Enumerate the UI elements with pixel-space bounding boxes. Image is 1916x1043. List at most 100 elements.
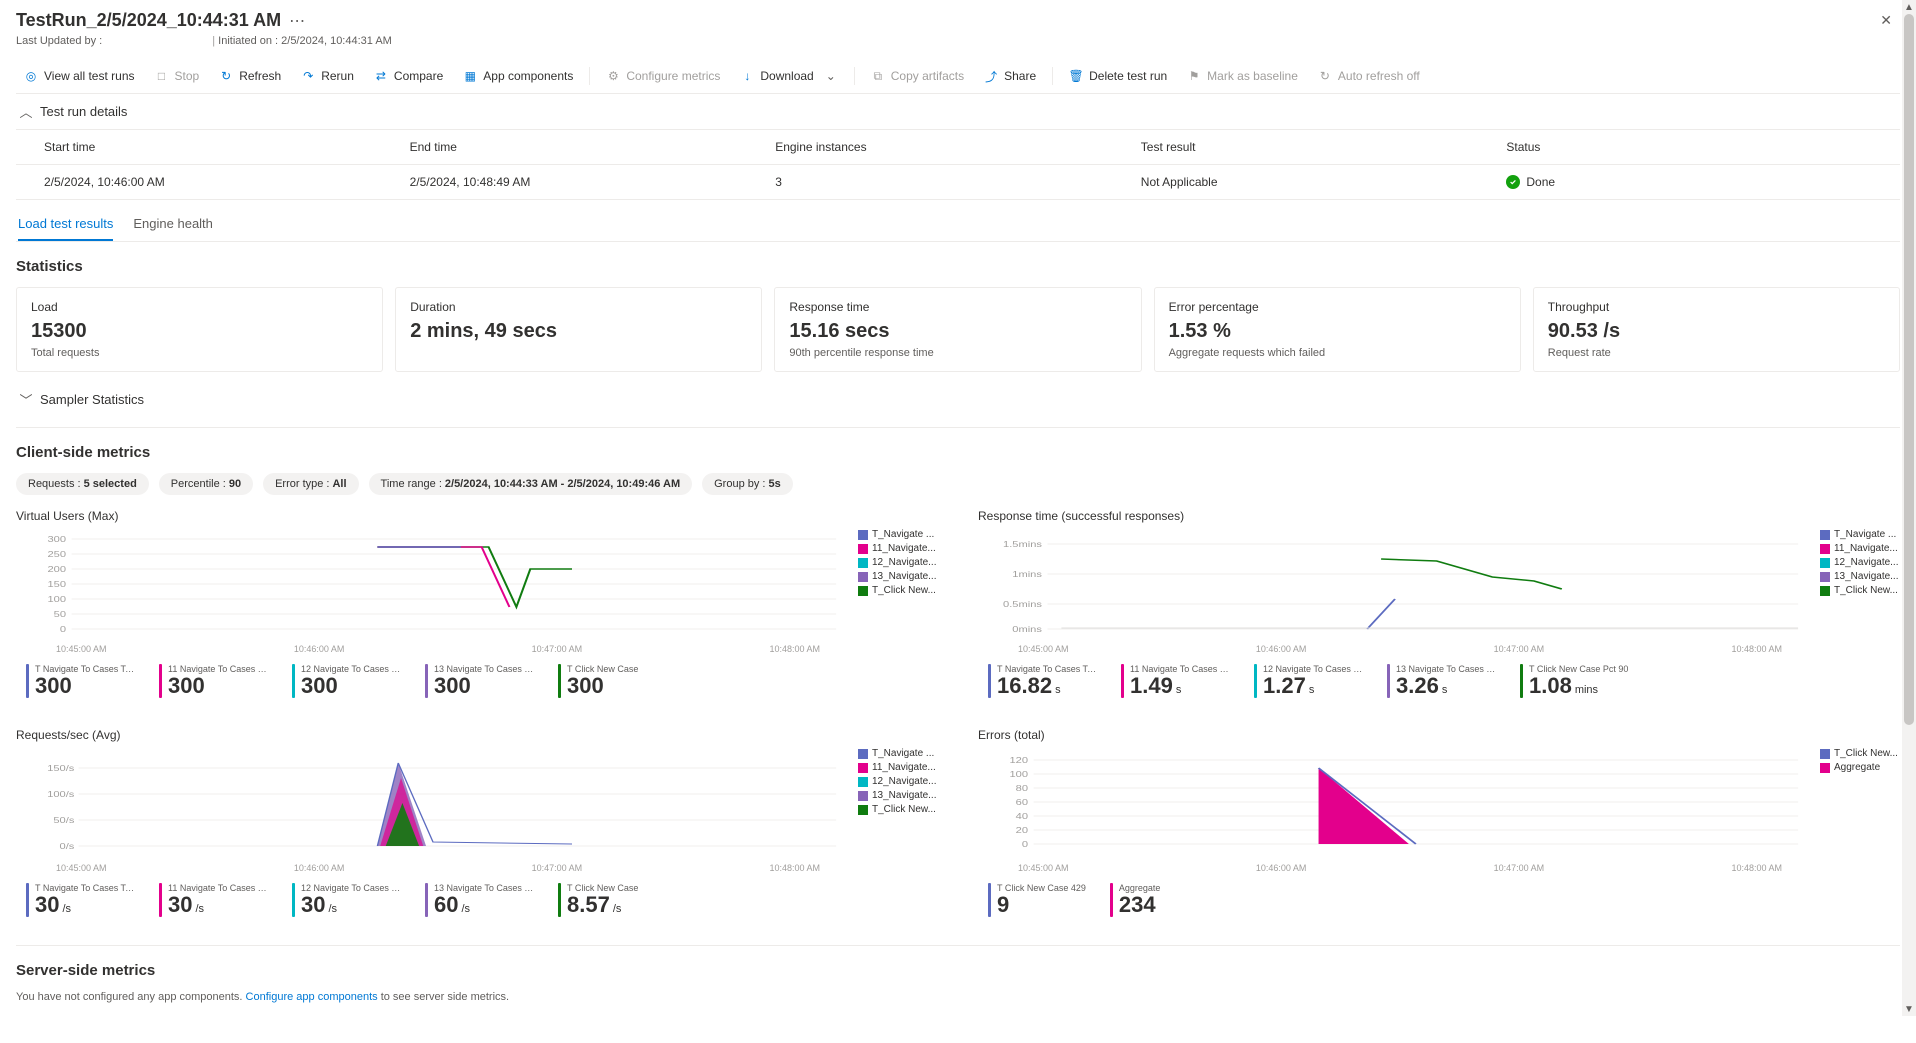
more-icon[interactable]: ⋯ — [289, 11, 305, 31]
svg-text:0.5mins: 0.5mins — [1003, 600, 1042, 609]
svg-text:50/s: 50/s — [53, 817, 74, 826]
summary-tile: 12 Navigate To Cases Tabl... 30/s — [292, 883, 401, 917]
chart-title: Virtual Users (Max) — [16, 509, 938, 523]
cell-start: 2/5/2024, 10:46:00 AM — [44, 175, 410, 189]
scrollbar[interactable]: ▲ ▼ — [1902, 0, 1916, 1016]
stop-icon: □ — [155, 69, 169, 83]
cell-end: 2/5/2024, 10:48:49 AM — [410, 175, 776, 189]
download-button[interactable]: ↓Download⌄ — [732, 65, 845, 87]
test-run-details-toggle[interactable]: ︿ Test run details — [16, 94, 1900, 130]
chevron-down-icon: ﹀ — [20, 394, 32, 406]
col-status: Status — [1506, 140, 1872, 154]
stop-button: □Stop — [147, 65, 208, 87]
chart-canvas: 1.5mins1mins 0.5mins0mins — [978, 529, 1812, 639]
summary-tile: 13 Navigate To Cases Tabl... 300 — [425, 664, 534, 698]
svg-text:150: 150 — [48, 580, 67, 589]
legend-item: 12_Navigate... — [858, 557, 938, 568]
summary-tile: 11 Navigate To Cases Tabl... 1.49s — [1121, 664, 1230, 698]
stat-label: Error percentage — [1169, 300, 1506, 314]
delete-button[interactable]: 🗑Delete test run — [1061, 65, 1175, 87]
stat-label: Throughput — [1548, 300, 1885, 314]
legend-item: Aggregate — [1820, 762, 1900, 773]
server-note: You have not configured any app componen… — [16, 991, 1900, 1003]
stat-sub: 90th percentile response time — [789, 347, 1126, 359]
toolbar: ◎View all test runs □Stop ↻Refresh ↷Reru… — [16, 59, 1900, 94]
legend-item: 12_Navigate... — [1820, 557, 1900, 568]
compare-button[interactable]: ⇄Compare — [366, 65, 451, 87]
configure-app-link[interactable]: Configure app components — [246, 991, 378, 1003]
legend-item: T_Navigate ... — [858, 748, 938, 759]
chart-title: Response time (successful responses) — [978, 509, 1900, 523]
svg-text:250: 250 — [48, 550, 67, 559]
scroll-up-icon[interactable]: ▲ — [1902, 0, 1916, 14]
summary-tile: T Navigate To Cases Table... 16.82s — [988, 664, 1097, 698]
sampler-toggle[interactable]: ﹀ Sampler Statistics — [16, 380, 1900, 419]
pill-time-range[interactable]: Time range : 2/5/2024, 10:44:33 AM - 2/5… — [369, 473, 693, 495]
tab-engine-health[interactable]: Engine health — [133, 208, 213, 241]
details-table: Start time End time Engine instances Tes… — [16, 130, 1900, 200]
svg-text:1.5mins: 1.5mins — [1003, 540, 1042, 549]
cell-result: Not Applicable — [1141, 175, 1507, 189]
stat-label: Duration — [410, 300, 747, 314]
legend-item: 13_Navigate... — [1820, 571, 1900, 582]
rerun-button[interactable]: ↷Rerun — [293, 65, 362, 87]
legend-item: 11_Navigate... — [858, 762, 938, 773]
summary-tile: T Click New Case Pct 90 1.08mins — [1520, 664, 1628, 698]
tab-load-results[interactable]: Load test results — [18, 208, 113, 241]
chevron-up-icon: ︿ — [20, 106, 32, 118]
chevron-down-icon: ⌄ — [824, 69, 838, 83]
share-button[interactable]: ⤴Share — [976, 65, 1044, 87]
scroll-down-icon[interactable]: ▼ — [1902, 1002, 1916, 1016]
configure-metrics-button: ⚙Configure metrics — [598, 65, 728, 87]
app-components-button[interactable]: ▦App components — [455, 65, 581, 87]
last-updated-label: Last Updated by : — [16, 35, 102, 47]
svg-text:0: 0 — [1022, 841, 1028, 850]
pill-error-type[interactable]: Error type : All — [263, 473, 358, 495]
refresh-icon: ↻ — [219, 69, 233, 83]
client-metrics-heading: Client-side metrics — [16, 444, 1900, 461]
section-label: Test run details — [40, 104, 127, 119]
summary-tile: 12 Navigate To Cases Tabl... 300 — [292, 664, 401, 698]
stat-card: Error percentage 1.53 % Aggregate reques… — [1154, 287, 1521, 372]
auto-refresh-button: ↻Auto refresh off — [1310, 65, 1428, 87]
chart-canvas: 300250200 150100500 — [16, 529, 850, 639]
chart-virtual-users: Virtual Users (Max) 300250200 150100500 — [16, 509, 938, 698]
col-result: Test result — [1141, 140, 1507, 154]
svg-text:120: 120 — [1010, 757, 1029, 766]
initiated-label: Initiated on : 2/5/2024, 10:44:31 AM — [218, 35, 392, 47]
summary-tile: T Navigate To Cases Table 300 — [26, 664, 135, 698]
svg-text:100/s: 100/s — [47, 791, 74, 800]
svg-text:150/s: 150/s — [47, 765, 74, 774]
close-icon[interactable]: ✕ — [1872, 8, 1900, 33]
chart-canvas: 12010080 6040200 — [978, 748, 1812, 858]
legend-item: T_Click New... — [1820, 585, 1900, 596]
rerun-icon: ↷ — [301, 69, 315, 83]
chart-response-time: Response time (successful responses) 1.5… — [978, 509, 1900, 698]
share-icon: ⤴ — [984, 69, 998, 83]
pill-group-by[interactable]: Group by : 5s — [702, 473, 793, 495]
clock-icon: ↻ — [1318, 69, 1332, 83]
summary-tile: 11 Navigate To Cases Tabl... 300 — [159, 664, 268, 698]
pill-percentile[interactable]: Percentile : 90 — [159, 473, 253, 495]
summary-tile: 12 Navigate To Cases Tabl... 1.27s — [1254, 664, 1363, 698]
refresh-button[interactable]: ↻Refresh — [211, 65, 289, 87]
stat-sub: Request rate — [1548, 347, 1885, 359]
pill-requests[interactable]: Requests : 5 selected — [16, 473, 149, 495]
stat-card: Load 15300 Total requests — [16, 287, 383, 372]
col-end: End time — [410, 140, 776, 154]
stat-sub: Aggregate requests which failed — [1169, 347, 1506, 359]
svg-text:40: 40 — [1016, 813, 1028, 822]
chart-title: Errors (total) — [978, 728, 1900, 742]
stat-value: 2 mins, 49 secs — [410, 320, 747, 343]
legend-item: 11_Navigate... — [1820, 543, 1900, 554]
svg-text:1mins: 1mins — [1012, 570, 1042, 579]
legend-item: T_Click New... — [858, 585, 938, 596]
stat-label: Response time — [789, 300, 1126, 314]
stat-label: Load — [31, 300, 368, 314]
summary-tile: T Navigate To Cases Table 30/s — [26, 883, 135, 917]
compare-icon: ⇄ — [374, 69, 388, 83]
svg-text:0/s: 0/s — [60, 843, 75, 852]
legend-item: 12_Navigate... — [858, 776, 938, 787]
grid-icon: ▦ — [463, 69, 477, 83]
view-all-button[interactable]: ◎View all test runs — [16, 65, 143, 87]
